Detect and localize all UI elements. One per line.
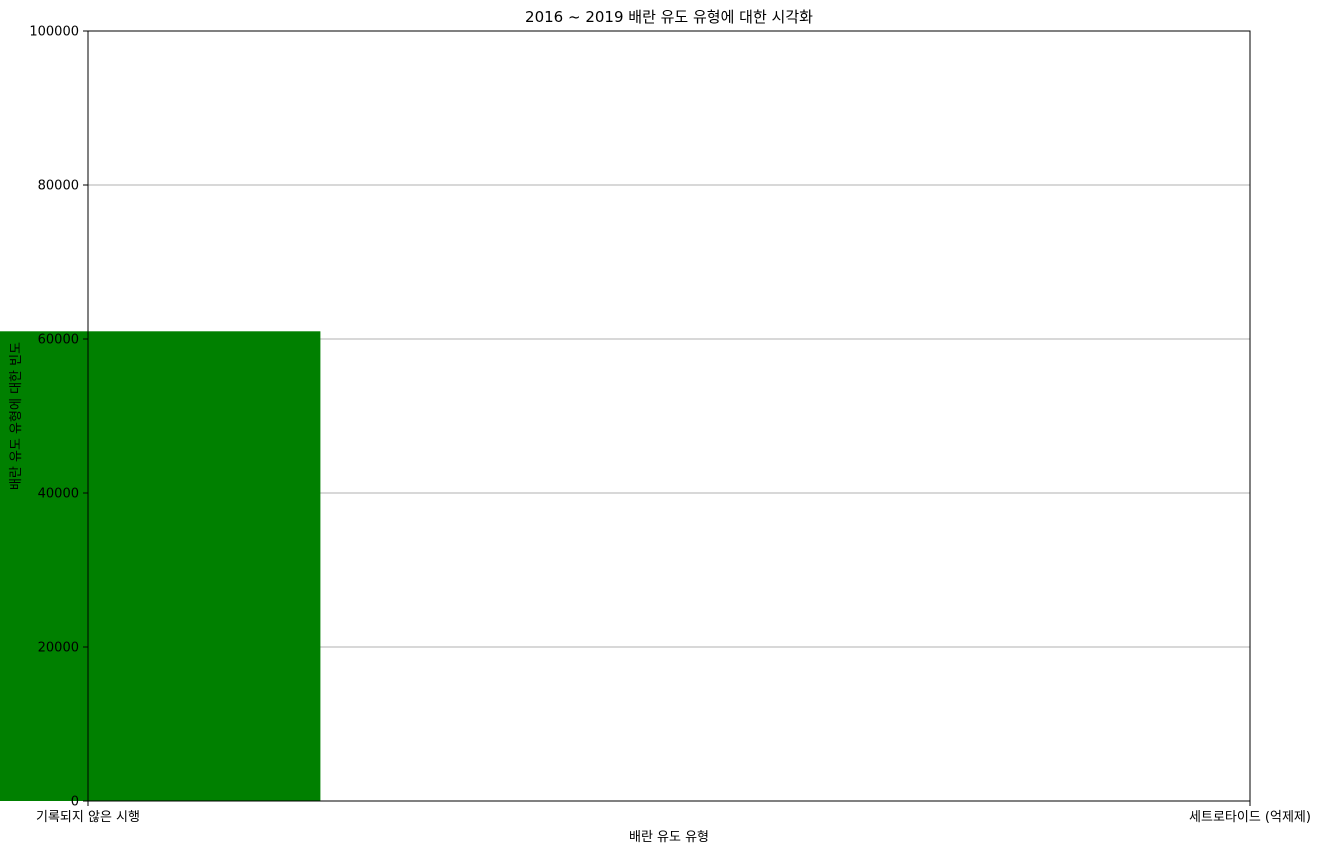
x-axis-ticks: 기록되지 않은 시행 세트로타이드 (억제제) [36, 801, 1311, 825]
x-tick-label: 기록되지 않은 시행 [36, 809, 140, 825]
x-axis-label: 배란 유도 유형 [629, 830, 709, 845]
y-tick-label: 100000 [29, 25, 79, 40]
chart-title: 2016 ~ 2019 배란 유도 유형에 대한 시각화 [525, 8, 813, 26]
plot-frame [87, 30, 1251, 802]
x-tick-label: 세트로타이드 (억제제) [1189, 810, 1311, 825]
y-tick-label: 80000 [38, 179, 79, 194]
y-tick-label: 0 [71, 795, 79, 810]
y-tick-label: 20000 [38, 641, 79, 656]
y-tick-label: 60000 [38, 333, 79, 348]
y-axis-label: 배란 유도 유형에 대한 빈도 [9, 342, 24, 490]
y-axis-ticks: 0 20000 40000 60000 80000 100000 [29, 25, 88, 810]
y-tick-label: 40000 [38, 487, 79, 502]
bars [0, 331, 321, 801]
bar-0 [0, 331, 321, 801]
